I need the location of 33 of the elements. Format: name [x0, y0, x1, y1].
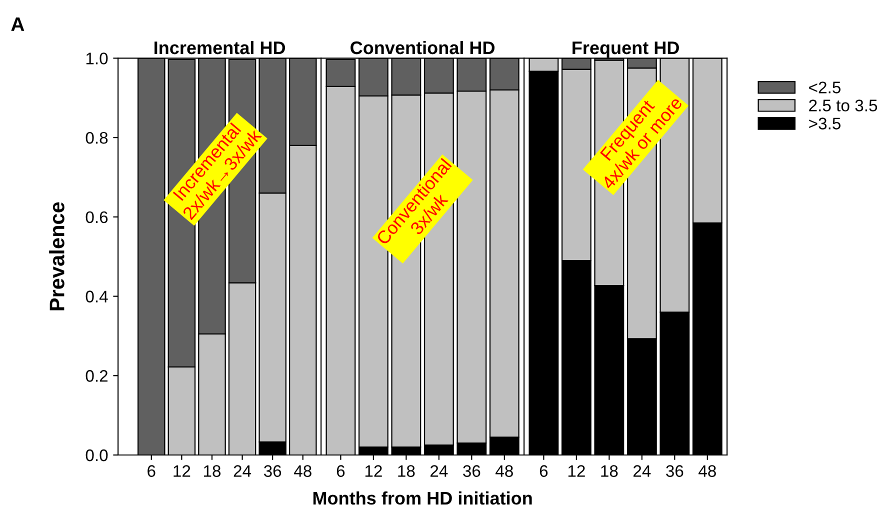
legend-label: <2.5	[809, 82, 840, 94]
x-tick-label: 36	[666, 465, 684, 477]
x-tick-label: 24	[633, 465, 651, 477]
x-tick-label: 24	[430, 465, 448, 477]
y-tick-label: 0.2	[86, 370, 108, 382]
x-tick-label: 6	[336, 465, 345, 477]
text: A	[11, 18, 24, 31]
y-tick-label: 0.4	[86, 290, 108, 302]
legend-label: >3.5	[809, 118, 840, 130]
x-tick-label: 12	[568, 465, 585, 477]
x-tick-label: 18	[398, 465, 415, 477]
x-tick-label: 18	[204, 465, 221, 477]
y-tick-label: 0.0	[86, 449, 108, 462]
x-tick-label: 18	[601, 465, 618, 477]
x-tick-label: 48	[698, 465, 716, 477]
chart-title: Frequent HD	[572, 42, 679, 58]
x-tick-label: 36	[463, 465, 480, 477]
chart-title: Conventional HD	[350, 40, 495, 54]
x-tick-label: 48	[294, 465, 312, 477]
legend-label: 2.5 to 3.5	[809, 100, 878, 112]
y-axis-title: Prevalence	[49, 202, 64, 310]
x-tick-label: 6	[148, 465, 156, 477]
x-tick-label: 12	[174, 465, 190, 477]
y-tick-label: 0.6	[86, 211, 108, 224]
x-tick-label: 24	[234, 465, 252, 477]
x-tick-label: 48	[496, 465, 513, 477]
x-tick-label: 36	[264, 465, 282, 477]
chart-title: Incremental HD	[154, 40, 286, 54]
y-tick-label: 0.8	[86, 132, 108, 144]
y-tick-label: 1.0	[86, 52, 108, 64]
x-axis-title: Months from HD initiation	[313, 491, 532, 505]
x-tick-label: 12	[365, 465, 382, 477]
x-tick-label: 6	[540, 465, 548, 477]
